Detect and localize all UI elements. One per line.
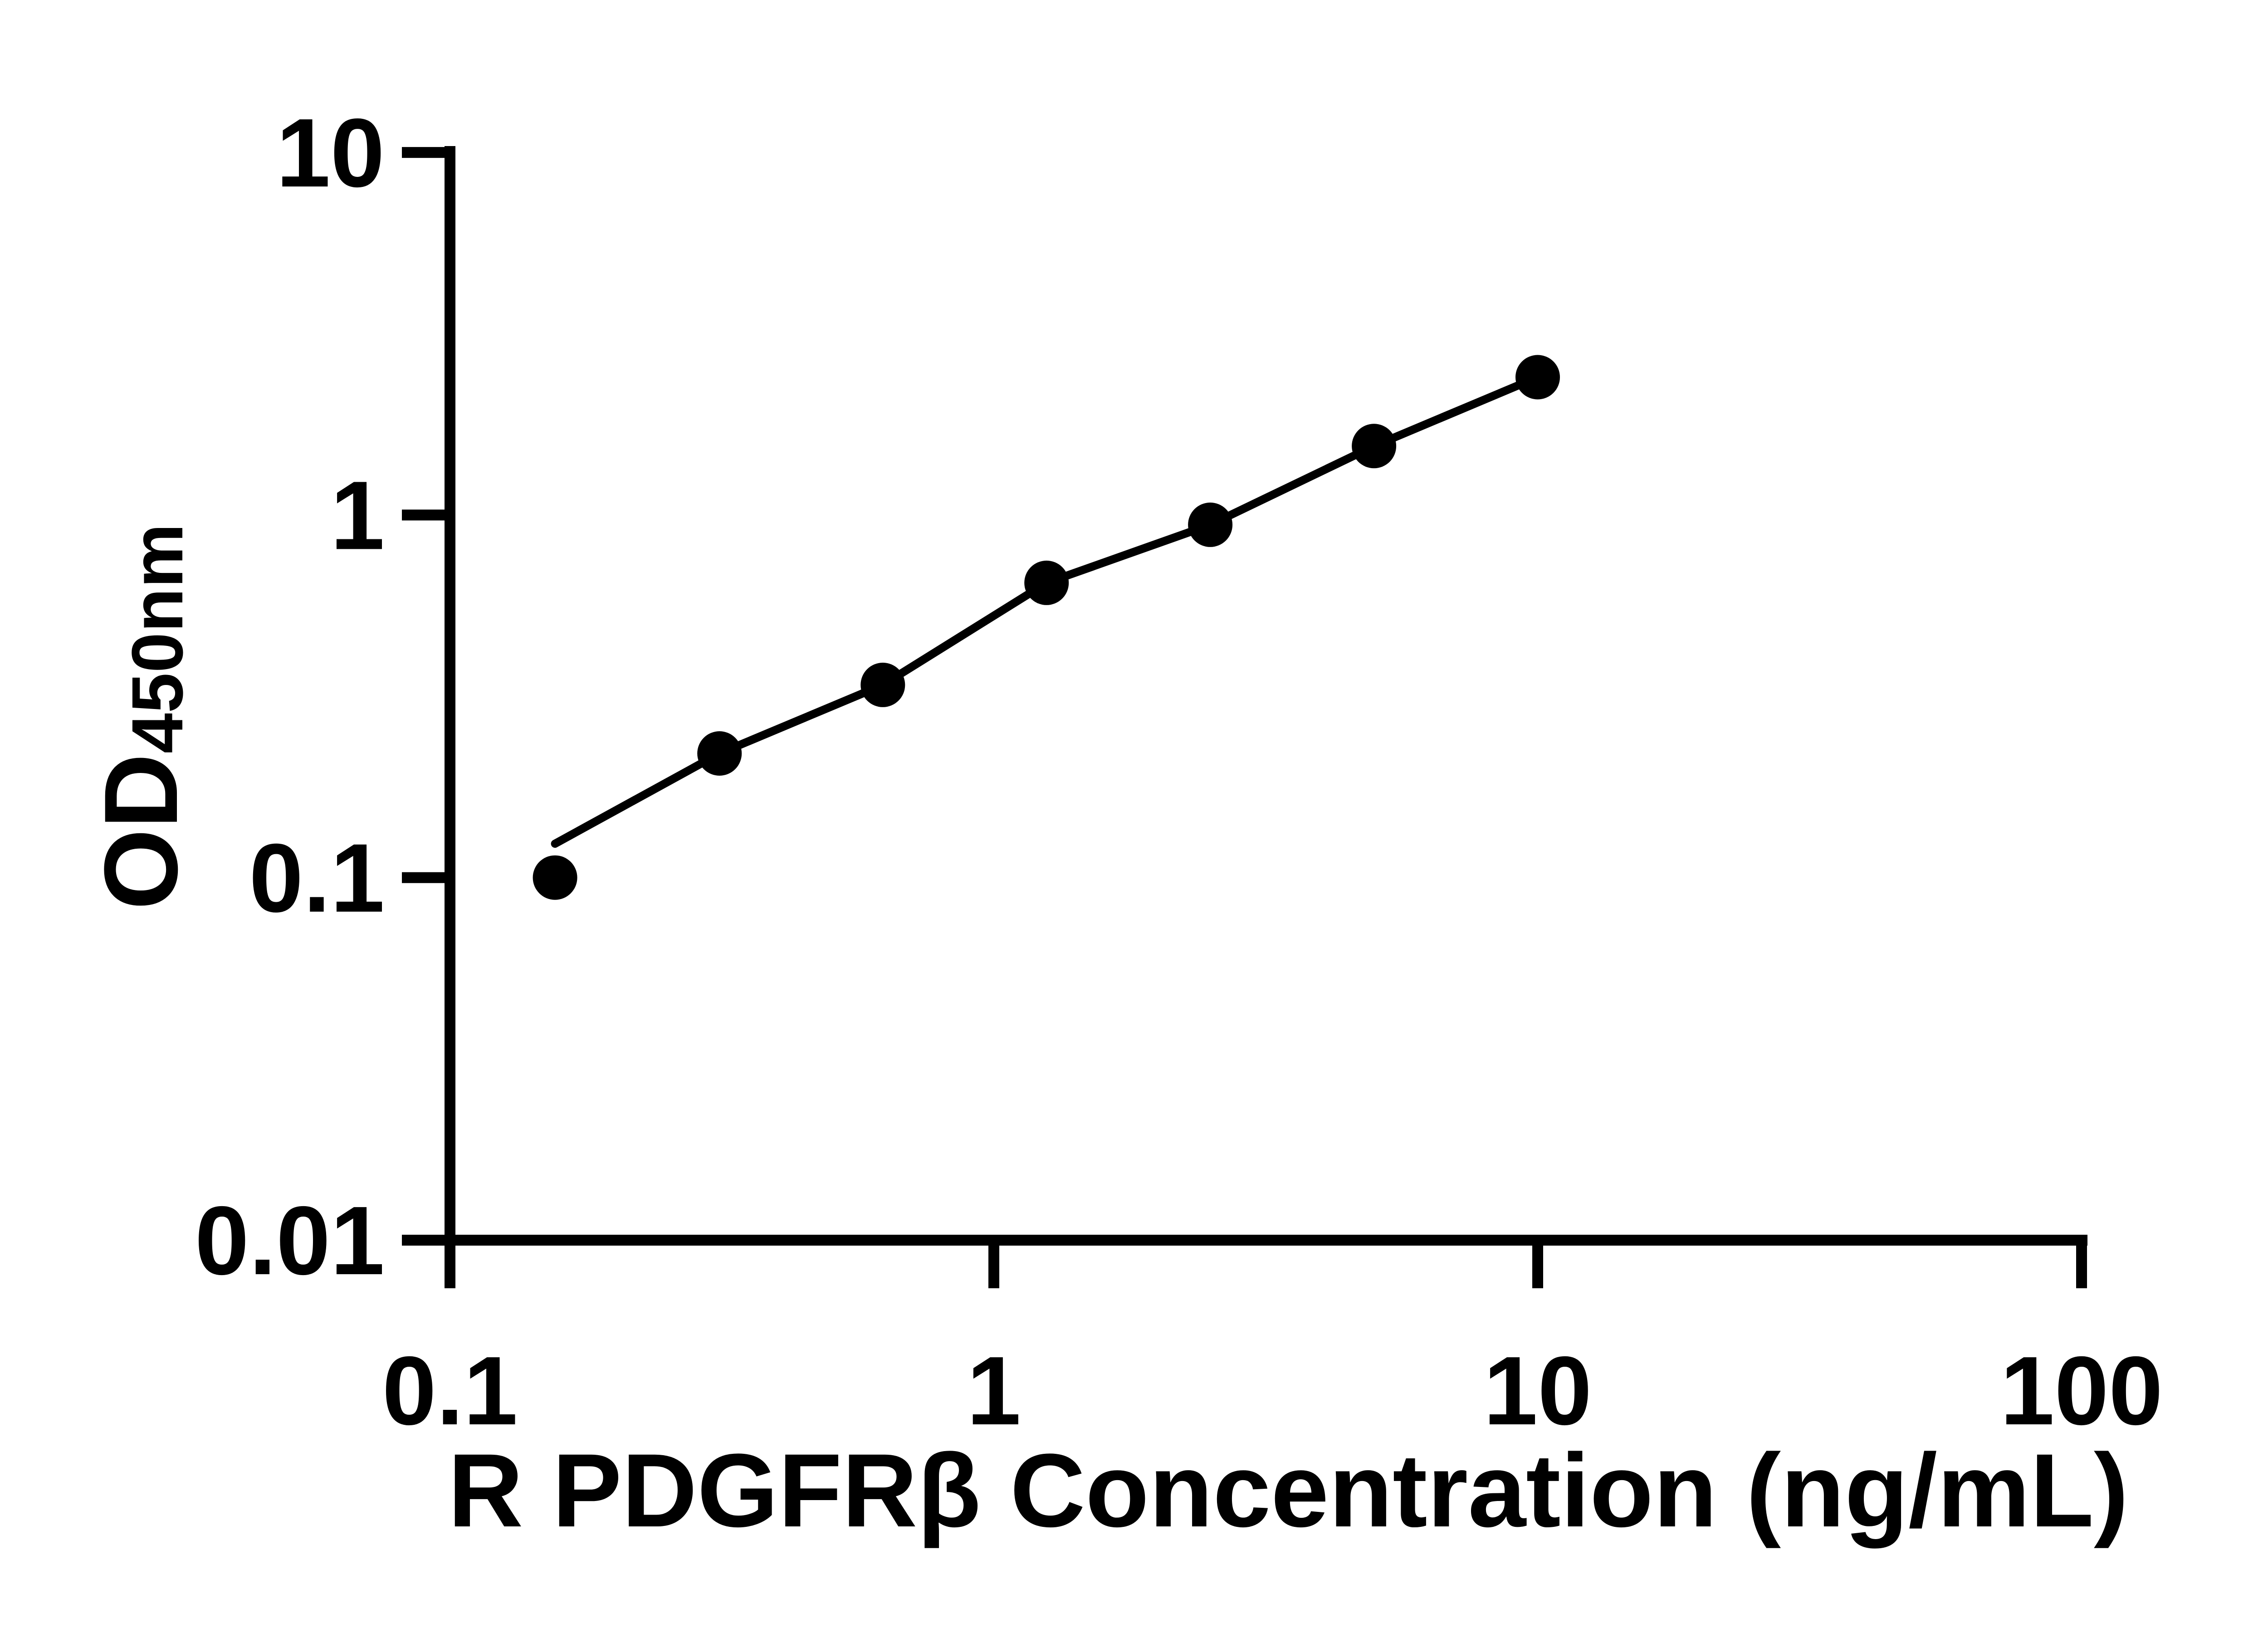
- x-tick-label: 100: [2000, 1336, 2163, 1445]
- data-point: [1188, 502, 1233, 547]
- data-point: [697, 731, 742, 776]
- y-axis-title-main: OD: [83, 753, 199, 910]
- x-tick-label: 1: [967, 1336, 1021, 1445]
- data-series: [533, 355, 1560, 900]
- data-point: [1515, 355, 1560, 400]
- data-point: [533, 855, 577, 900]
- data-point: [860, 662, 905, 707]
- x-tick-label: 0.1: [382, 1336, 518, 1445]
- y-axis-title-subscript: 450nm: [117, 523, 198, 753]
- axis-tick-labels: 10 1 0.1 0.01 0.1 1 10 100: [195, 98, 2163, 1445]
- y-axis-title: OD450nm: [83, 523, 199, 910]
- x-tick-label: 10: [1483, 1336, 1592, 1445]
- axes: [445, 146, 2087, 1246]
- y-tick-label: 0.01: [195, 1186, 385, 1295]
- y-tick-label: 1: [330, 460, 385, 570]
- axis-ticks: [402, 147, 2087, 1288]
- y-tick-label: 0.1: [249, 823, 385, 933]
- data-point: [1352, 424, 1397, 469]
- y-tick-label: 10: [276, 98, 385, 207]
- data-point: [1024, 560, 1069, 605]
- x-axis-title: R PDGFRβ Concentration (ng/mL): [448, 1432, 2128, 1549]
